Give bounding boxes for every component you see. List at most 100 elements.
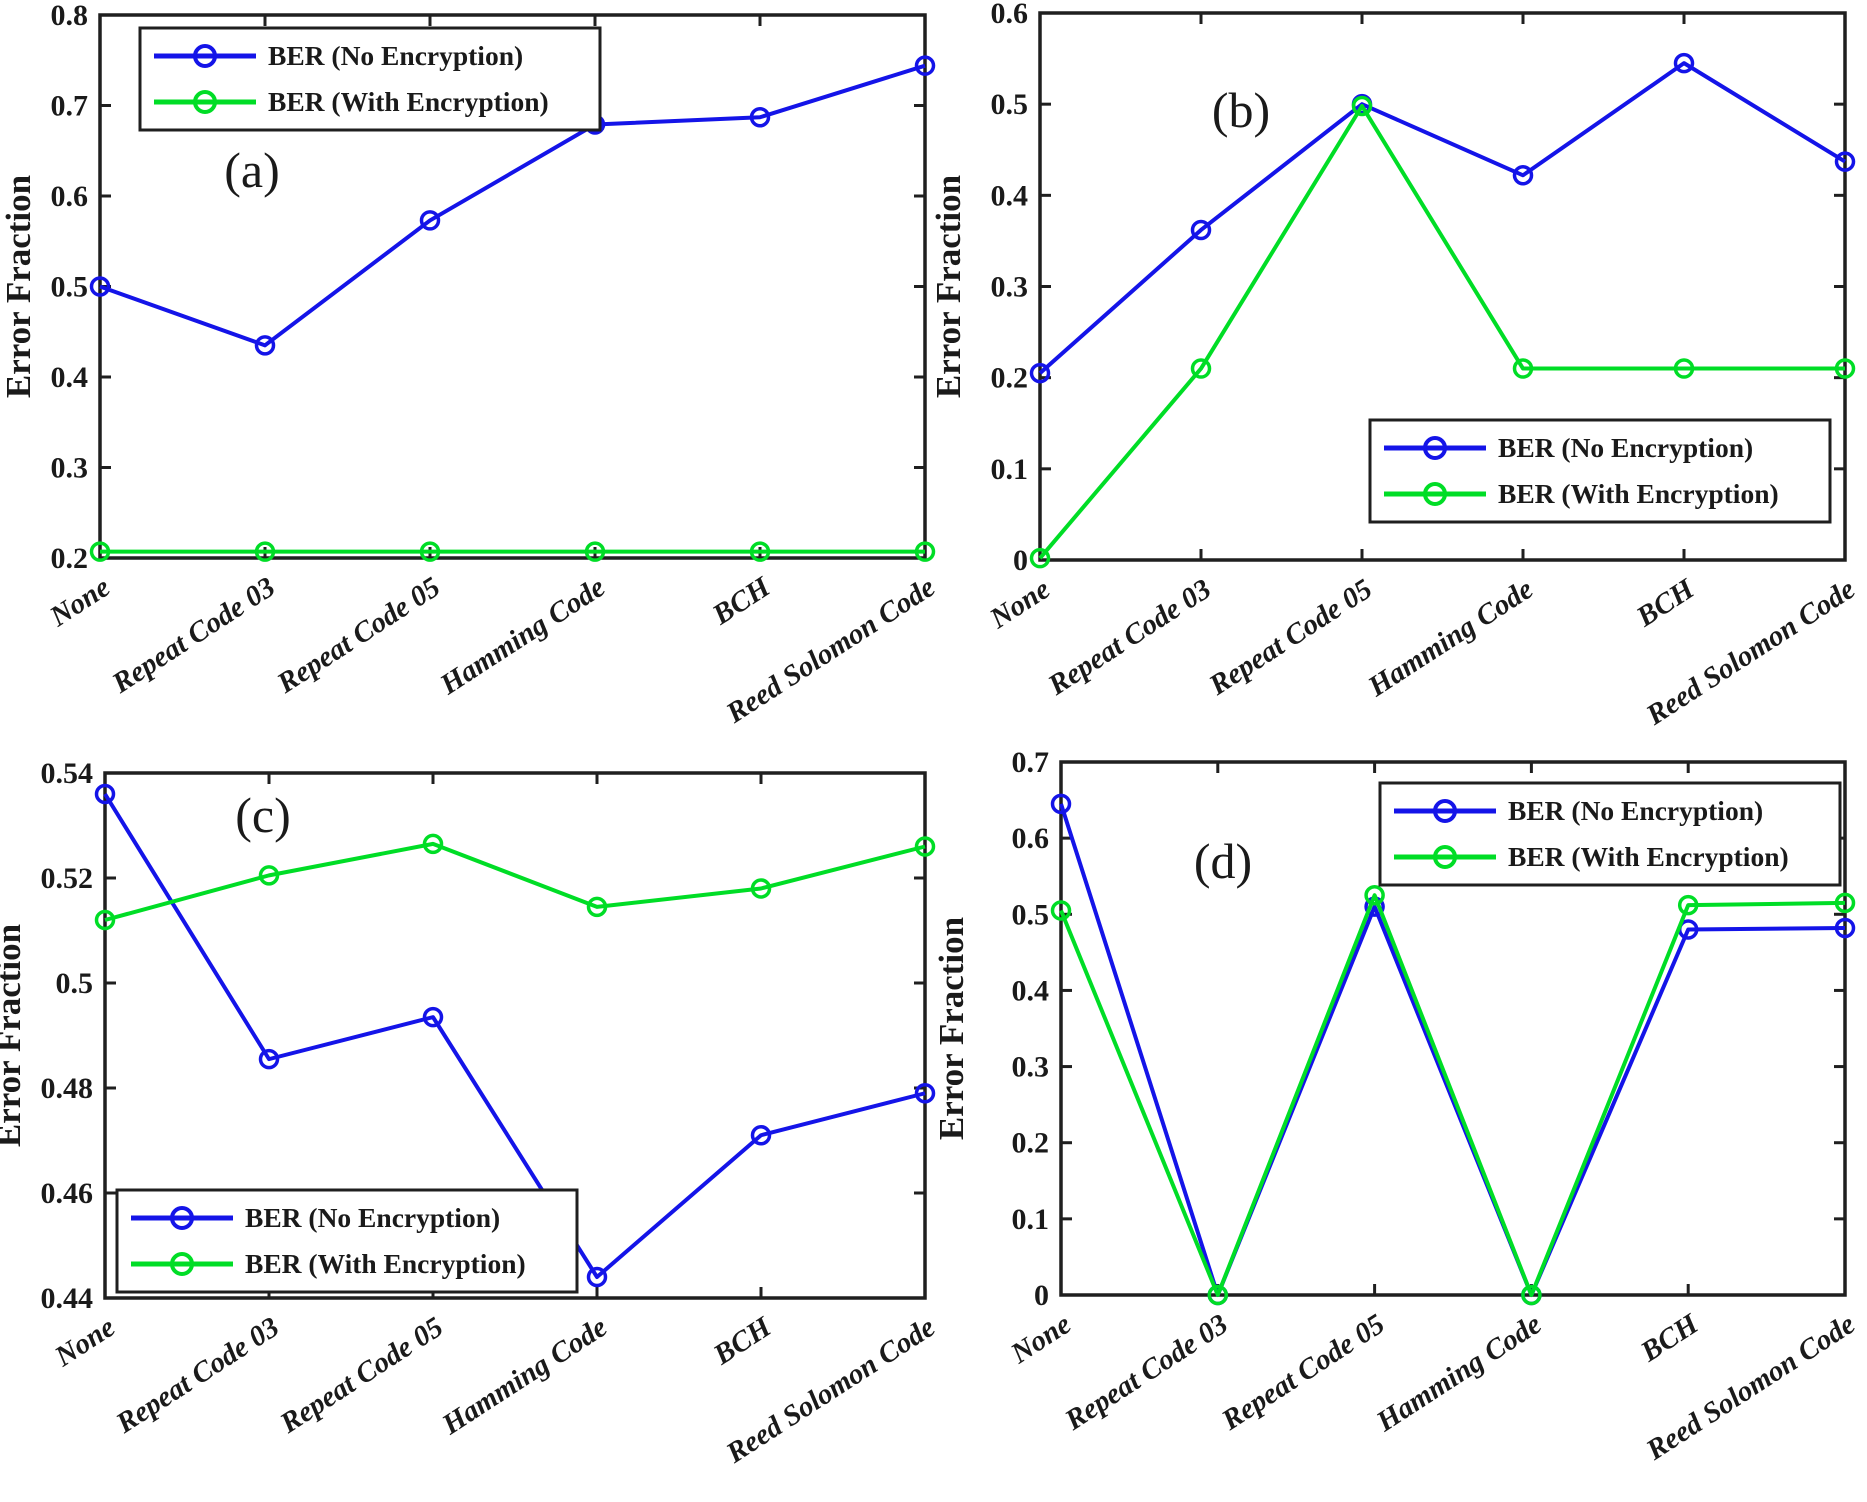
series-line-with-encryption	[104, 841, 926, 922]
data-point-marker	[419, 210, 441, 231]
y-tick-label: 0.4	[991, 179, 1029, 212]
data-point-marker	[419, 541, 441, 562]
x-tick-label: BCH	[706, 570, 777, 632]
y-tick-label: 0.2	[991, 362, 1029, 395]
chart-panel-d: None Repeat Code 03 Repeat Code 05 Hamming …	[932, 640, 1867, 1502]
panel-letter: (d)	[1194, 833, 1252, 889]
chart-panel-b: None Repeat Code 03 Repeat Code 05 Hamming …	[929, 0, 1867, 732]
y-tick-label: 0.4	[1012, 974, 1050, 1007]
legend-swatch-marker	[1423, 436, 1447, 460]
y-tick-label: 0.5	[56, 967, 94, 1000]
x-tick-label: BCH	[1634, 1307, 1705, 1369]
data-point-marker	[1512, 358, 1534, 379]
y-tick-label: 0.44	[41, 1282, 94, 1315]
legend-swatch-marker	[1423, 482, 1447, 506]
x-tick-label: Repeat Code 03	[110, 1311, 285, 1440]
data-point-marker	[258, 865, 280, 886]
y-axis-label: Error Fraction	[929, 175, 968, 398]
series-line-no-encryption	[1038, 61, 1847, 375]
data-point-marker	[1512, 165, 1534, 186]
data-point-marker	[258, 1048, 280, 1070]
data-point-marker	[1050, 900, 1072, 921]
y-tick-label: 0.46	[41, 1177, 94, 1210]
x-tick-label: Repeat Code 05	[274, 1311, 449, 1440]
data-point-marker	[586, 896, 608, 918]
legend-box	[1378, 781, 1842, 887]
y-tick-label: 0.3	[991, 271, 1029, 304]
legend-swatch-marker	[193, 90, 217, 114]
y-axis-label: Error Fraction	[0, 175, 38, 398]
legend-swatch-marker	[193, 44, 217, 68]
legend-label: BER (No Encryption)	[245, 1202, 500, 1233]
y-tick-label: 0.3	[51, 452, 89, 485]
legend-swatch-marker	[1433, 799, 1457, 823]
y-tick-label: 0.2	[51, 542, 89, 575]
y-tick-label: 0	[1013, 544, 1028, 577]
data-point-marker	[914, 1083, 936, 1104]
series-line-no-encryption	[1059, 803, 1846, 1297]
data-point-marker	[914, 836, 936, 857]
x-tick-label: Hamming Code	[1370, 1308, 1547, 1439]
x-tick-label: BCH	[707, 1310, 778, 1372]
panel-letter: (a)	[224, 142, 280, 198]
data-point-marker	[586, 1266, 608, 1288]
legend-label: BER (No Encryption)	[1498, 432, 1753, 463]
y-tick-label: 0.1	[1012, 1203, 1050, 1236]
data-point-marker	[1673, 52, 1695, 74]
data-point-marker	[1207, 1284, 1229, 1306]
y-tick-label: 0	[1034, 1279, 1049, 1312]
data-point-marker	[1351, 95, 1373, 117]
y-tick-label: 0.52	[41, 862, 94, 895]
data-point-marker	[749, 541, 771, 562]
y-axis-label: Error Fraction	[0, 924, 28, 1147]
data-point-marker	[1834, 917, 1856, 939]
x-tick-label: None	[48, 1311, 120, 1374]
series-line-no-encryption	[103, 792, 926, 1279]
data-point-marker	[89, 276, 111, 297]
x-tick-label: None	[983, 573, 1055, 636]
data-point-marker	[422, 1006, 444, 1028]
series-line-no-encryption	[99, 63, 926, 348]
x-tick-label: None	[43, 571, 115, 634]
legend-box	[1368, 418, 1832, 524]
x-tick-label: BCH	[1630, 572, 1701, 634]
chart-panel-a: None Repeat Code 03 Repeat Code 05 Hamming …	[0, 0, 941, 730]
data-point-marker	[1029, 547, 1051, 569]
panel-letter: (c)	[235, 787, 291, 843]
y-tick-label: 0.7	[1012, 746, 1050, 779]
data-point-marker	[749, 107, 771, 128]
data-point-marker	[1677, 894, 1699, 916]
y-tick-label: 0.4	[51, 361, 89, 394]
y-tick-label: 0.5	[1012, 898, 1050, 931]
legend-box	[138, 26, 602, 132]
y-tick-label: 0.8	[51, 0, 89, 32]
plot-frame	[103, 771, 927, 1300]
data-point-marker	[914, 541, 936, 562]
plot-frame	[1059, 760, 1847, 1297]
panel-letter: (b)	[1212, 82, 1270, 138]
data-point-marker	[1190, 358, 1212, 379]
data-point-marker	[1190, 219, 1212, 241]
y-tick-label: 0.6	[51, 180, 89, 213]
data-point-marker	[94, 783, 116, 805]
legend-swatch-marker	[170, 1252, 194, 1276]
legend-label: BER (With Encryption)	[1498, 478, 1779, 509]
x-tick-label: None	[1004, 1308, 1076, 1371]
legend-label: BER (No Encryption)	[268, 40, 523, 71]
data-point-marker	[1834, 892, 1856, 914]
series-line-with-encryption	[1038, 103, 1845, 560]
y-tick-label: 0.54	[41, 757, 94, 790]
data-point-marker	[1834, 151, 1856, 172]
y-tick-label: 0.3	[1012, 1051, 1050, 1084]
data-point-marker	[1673, 358, 1695, 379]
legend-label: BER (With Encryption)	[245, 1248, 526, 1279]
x-tick-label: Repeat Code 05	[1215, 1308, 1390, 1437]
legend-label: BER (With Encryption)	[268, 86, 549, 117]
y-tick-label: 0.6	[991, 0, 1029, 30]
data-point-marker	[254, 541, 276, 562]
